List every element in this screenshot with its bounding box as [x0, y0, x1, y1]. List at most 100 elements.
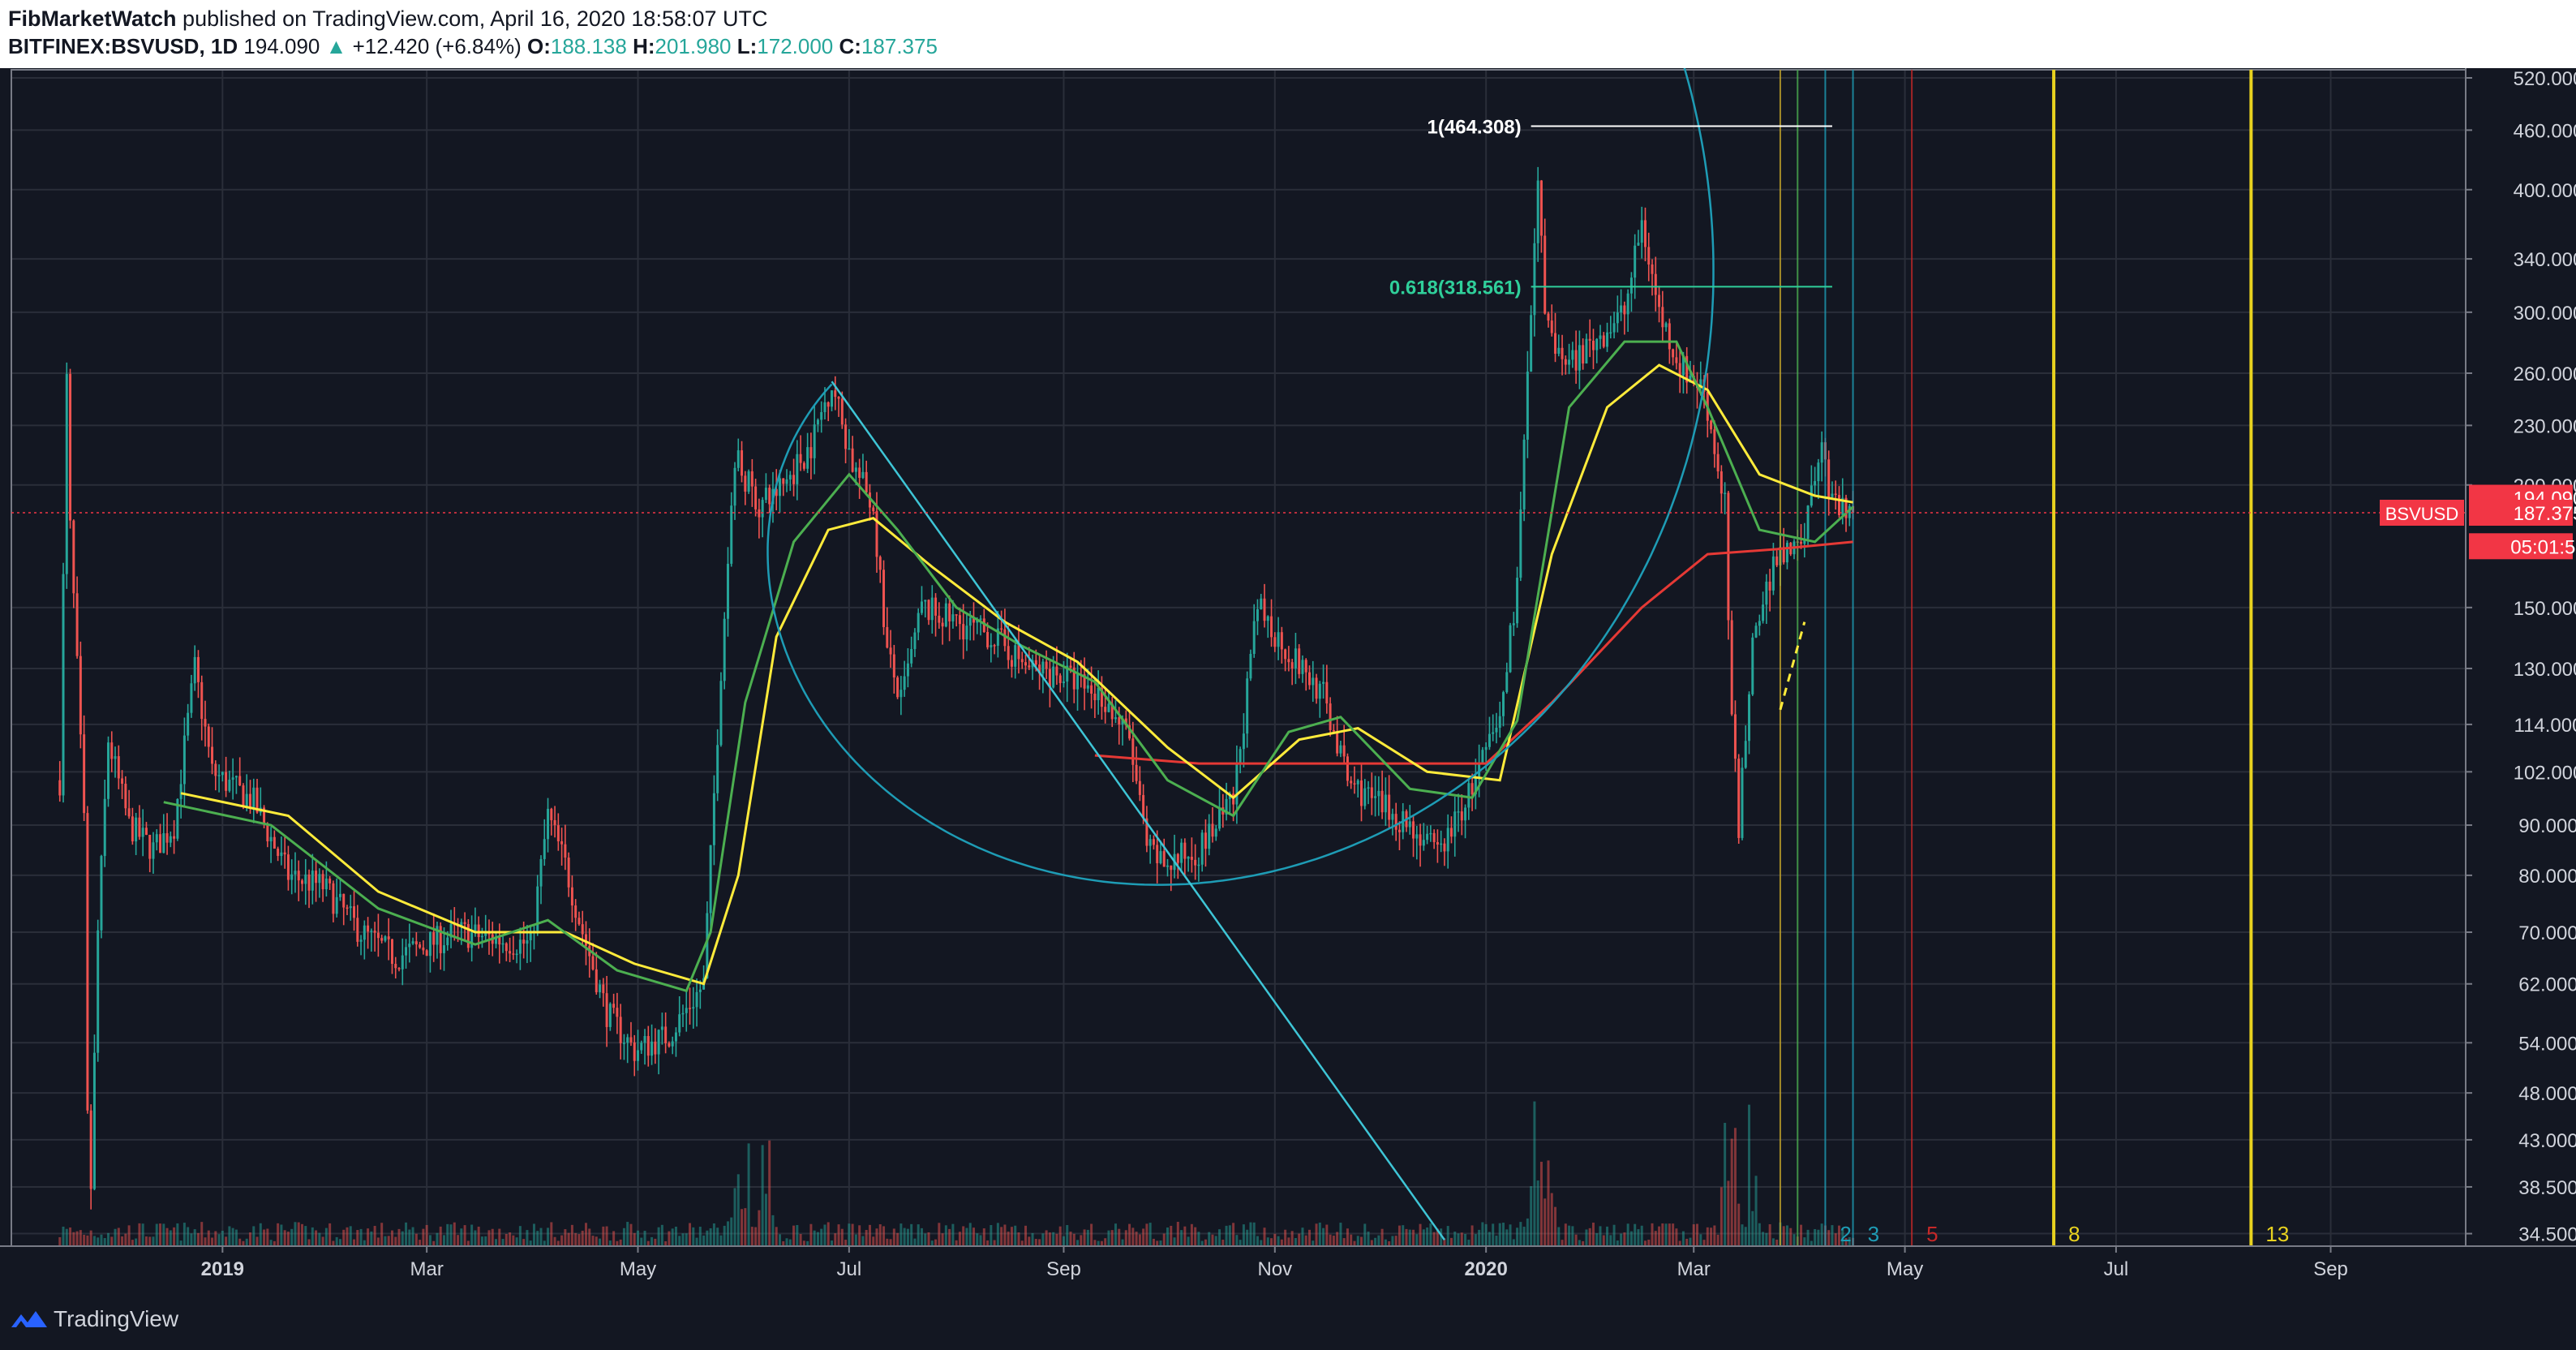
candle-body: [1187, 856, 1190, 859]
candle-body: [474, 924, 477, 933]
volume-bar: [162, 1223, 165, 1246]
volume-bar: [1048, 1232, 1051, 1246]
price-chart[interactable]: 23 5 8 13 1(464.308) 0.618(318.561) 520.000 4…: [0, 68, 2576, 1282]
volume-bar: [446, 1223, 449, 1246]
candle-body: [1623, 305, 1626, 315]
moving-averages: [163, 340, 1854, 993]
candle-body: [1536, 180, 1539, 243]
brand-name[interactable]: TradingView: [54, 1306, 179, 1331]
volume-bar: [1443, 1238, 1446, 1246]
volume-bar: [515, 1237, 518, 1246]
candle-body: [75, 593, 79, 656]
volume-bar: [872, 1236, 875, 1246]
candle-body: [754, 486, 758, 509]
volume-bar: [1329, 1234, 1332, 1246]
candle-body: [1543, 235, 1547, 314]
candle-body: [1724, 492, 1727, 494]
volume-bar: [332, 1240, 335, 1246]
candle-body: [671, 1041, 674, 1047]
volume-bar: [910, 1223, 913, 1246]
volume-bar: [1322, 1227, 1325, 1246]
volume-bar: [1568, 1225, 1571, 1246]
volume-bar: [1200, 1240, 1204, 1246]
candle-body: [1183, 842, 1187, 859]
volume-bar: [1397, 1225, 1401, 1246]
author-link[interactable]: FibMarketWatch: [8, 6, 177, 31]
volume-bar: [297, 1222, 300, 1246]
volume-bar: [1384, 1239, 1387, 1246]
volume-bar: [1719, 1187, 1723, 1246]
volume-bar: [1574, 1234, 1578, 1246]
volume-bar: [848, 1223, 851, 1246]
volume-bar: [637, 1230, 639, 1246]
candle-body: [127, 808, 131, 817]
ma-fast-line: [163, 340, 1854, 993]
candle-body: [62, 574, 65, 796]
volume-bar: [1377, 1235, 1380, 1246]
volume-bar: [1658, 1226, 1661, 1246]
volume-bar: [501, 1238, 504, 1246]
volume-bar: [1408, 1229, 1411, 1246]
volume-bar: [152, 1236, 155, 1246]
time-tick-label: Mar: [410, 1258, 443, 1280]
candle-body: [414, 941, 418, 945]
volume-bar: [1564, 1223, 1567, 1246]
candle-body: [903, 676, 906, 690]
candle-body: [1626, 293, 1629, 315]
candle-body: [1246, 678, 1249, 734]
candle-body: [1100, 687, 1103, 707]
candle-body: [1685, 355, 1689, 383]
candle-body: [599, 984, 602, 993]
candle-body: [1820, 442, 1823, 463]
volume-bar: [1730, 1138, 1733, 1246]
trend-line: [831, 380, 1445, 1240]
candle-body: [304, 874, 307, 884]
candle-body: [1356, 780, 1359, 785]
volume-bar: [148, 1236, 152, 1246]
volume-bar: [657, 1227, 660, 1246]
candle-body: [1668, 323, 1671, 350]
volume-bar: [1512, 1239, 1515, 1246]
volume-bar: [1606, 1226, 1609, 1246]
volume-bar: [831, 1240, 834, 1246]
volume-bar: [875, 1228, 878, 1246]
candle-body: [574, 905, 577, 918]
candle-body: [363, 925, 366, 940]
volume-bar: [1547, 1160, 1550, 1246]
candle-body: [958, 615, 961, 625]
volume-bar: [1436, 1228, 1439, 1246]
candle-body: [290, 874, 294, 880]
candle-body: [390, 939, 393, 965]
volume-bar: [1519, 1222, 1522, 1246]
volume-bar: [1492, 1223, 1495, 1246]
candle-body: [103, 798, 106, 857]
volume-bar: [1643, 1240, 1646, 1246]
candle-body: [1277, 632, 1280, 647]
candle-body: [1457, 811, 1460, 813]
volume-bar: [277, 1223, 280, 1246]
volume-bar: [702, 1235, 706, 1246]
candle-body: [1785, 543, 1788, 563]
candle-body: [809, 447, 813, 458]
candle-body: [695, 991, 698, 1008]
time-tick-label: 2020: [1464, 1258, 1507, 1280]
volume-bar: [1460, 1232, 1463, 1246]
volume-bar: [1211, 1234, 1214, 1246]
candle-body: [913, 632, 917, 650]
volume-bar: [432, 1240, 436, 1246]
candle-body: [283, 852, 286, 855]
volume-bar: [1100, 1240, 1103, 1246]
candle-body: [1550, 320, 1553, 333]
volume-bar: [221, 1230, 224, 1246]
tradingview-logo-icon[interactable]: [10, 1306, 49, 1332]
candle-body: [637, 1050, 639, 1061]
volume-bar: [324, 1227, 328, 1246]
candle-body: [1142, 794, 1145, 819]
volume-bar: [121, 1236, 124, 1246]
candle-body: [747, 471, 750, 492]
volume-bar: [1751, 1210, 1754, 1246]
volume-bar: [733, 1188, 736, 1246]
candle-body: [553, 819, 556, 826]
candle-body: [1453, 811, 1457, 837]
volume-bar: [1467, 1240, 1470, 1246]
